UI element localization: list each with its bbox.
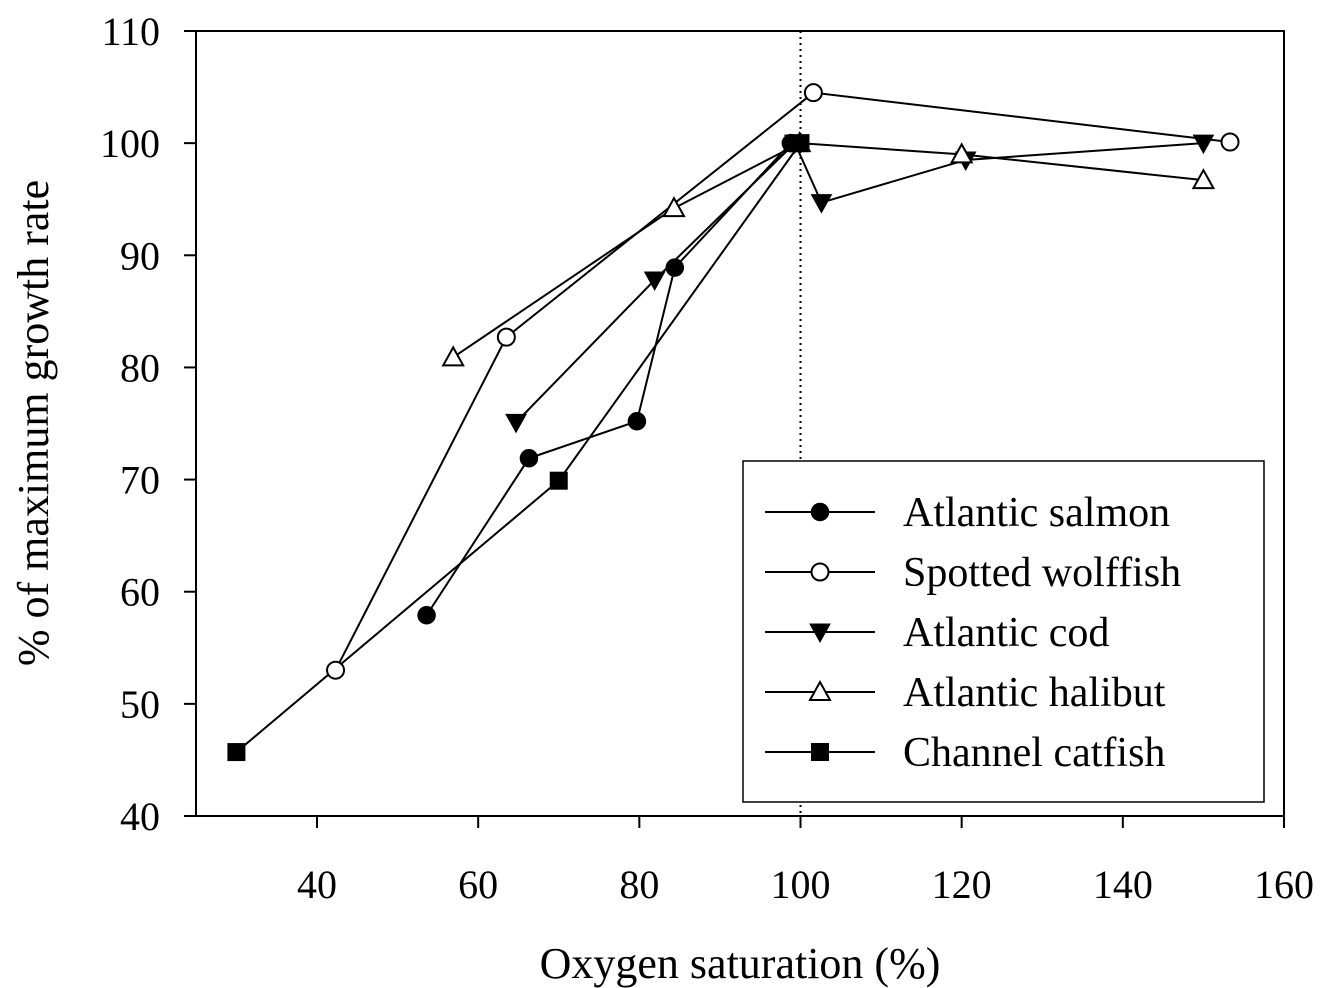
legend-entry-spotted-wolffish: Spotted wolffish (765, 550, 1181, 596)
data-point-atlantic-halibut (949, 142, 974, 164)
series-line-channel-catfish (235, 142, 802, 753)
x-axis-title: Oxygen saturation (%) (540, 939, 941, 988)
marker-shape (791, 134, 810, 153)
x-tick-label: 120 (932, 862, 992, 907)
data-point-atlantic-salmon (665, 258, 685, 277)
marker-shape (662, 196, 686, 218)
y-tick-label: 100 (100, 121, 160, 166)
marker-shape (227, 743, 246, 762)
series-layer (227, 83, 1240, 762)
x-tick-label: 140 (1093, 862, 1153, 907)
x-tick-label: 80 (619, 862, 659, 907)
marker-shape (627, 412, 647, 431)
legend-marker (808, 679, 832, 701)
series-line-spotted-wolffish (334, 91, 1231, 671)
series-line-atlantic-cod (515, 141, 1204, 424)
marker-shape (519, 449, 539, 468)
y-tick-label: 50 (120, 682, 160, 727)
legend-marker (810, 562, 830, 582)
legend: Atlantic salmon Spotted wolffish Atlantic … (742, 460, 1265, 803)
marker-shape (505, 413, 527, 434)
x-tick-label: 100 (771, 862, 831, 907)
marker-shape (441, 345, 465, 367)
marker-shape (811, 743, 829, 761)
data-point-atlantic-salmon (519, 449, 539, 468)
series-line-atlantic-salmon (425, 142, 792, 616)
legend-label: Channel catfish (903, 730, 1165, 776)
marker-shape (665, 258, 685, 277)
marker-shape (643, 271, 666, 291)
data-point-spotted-wolffish (326, 660, 346, 680)
x-tick-label: 40 (297, 862, 337, 907)
series-line-atlantic-halibut (452, 142, 1204, 359)
data-point-spotted-wolffish (803, 83, 823, 103)
marker-shape (809, 623, 831, 644)
data-point-atlantic-cod (505, 413, 527, 434)
marker-shape (1192, 134, 1215, 155)
marker-shape (810, 194, 833, 214)
data-point-atlantic-salmon (627, 412, 647, 431)
y-tick-label: 70 (120, 458, 160, 503)
data-point-atlantic-cod (643, 271, 666, 291)
data-point-spotted-wolffish (496, 327, 516, 347)
data-point-channel-catfish (227, 743, 246, 762)
marker-shape (549, 471, 568, 490)
legend-marker (811, 743, 829, 761)
x-tick-label: 160 (1254, 862, 1314, 907)
marker-shape (1191, 168, 1216, 190)
data-point-atlantic-salmon (417, 606, 436, 625)
marker-shape (417, 606, 436, 625)
legend-entry-atlantic-salmon: Atlantic salmon (765, 490, 1170, 536)
axes: 40 60 80 100 120 140 160 40 50 60 70 80 90 100 110 (100, 9, 1314, 907)
legend-label: Atlantic halibut (903, 670, 1166, 716)
legend-marker (809, 623, 831, 644)
marker-shape (803, 83, 823, 103)
y-tick-label: 80 (120, 345, 160, 390)
y-tick-label: 60 (120, 570, 160, 615)
data-point-atlantic-cod (1192, 134, 1215, 155)
data-point-atlantic-halibut (662, 196, 686, 218)
marker-shape (949, 142, 974, 164)
marker-shape (808, 679, 832, 701)
y-tick-label: 110 (101, 9, 160, 54)
marker-shape (496, 327, 516, 347)
y-tick-label: 90 (120, 233, 160, 278)
marker-shape (810, 502, 830, 522)
data-point-channel-catfish (549, 471, 568, 490)
data-point-atlantic-halibut (1191, 168, 1216, 190)
data-point-atlantic-halibut (441, 345, 465, 367)
plot-frame (195, 30, 1285, 817)
marker-shape (810, 562, 830, 582)
data-point-spotted-wolffish (1220, 132, 1240, 152)
marker-shape (1220, 132, 1240, 152)
legend-entry-atlantic-halibut: Atlantic halibut (765, 670, 1166, 716)
legend-entry-channel-catfish: Channel catfish (765, 730, 1165, 776)
marker-shape (326, 660, 346, 680)
legend-label: Spotted wolffish (903, 550, 1181, 596)
data-point-atlantic-cod (810, 194, 833, 214)
y-tick-label: 40 (120, 794, 160, 839)
x-tick-label: 60 (458, 862, 498, 907)
y-axis-title: % of maximum growth rate (9, 180, 58, 666)
legend-label: Atlantic salmon (903, 490, 1170, 536)
legend-entry-atlantic-cod: Atlantic cod (765, 610, 1109, 656)
legend-label: Atlantic cod (903, 610, 1109, 656)
legend-marker (810, 502, 830, 522)
data-point-channel-catfish (791, 134, 810, 153)
